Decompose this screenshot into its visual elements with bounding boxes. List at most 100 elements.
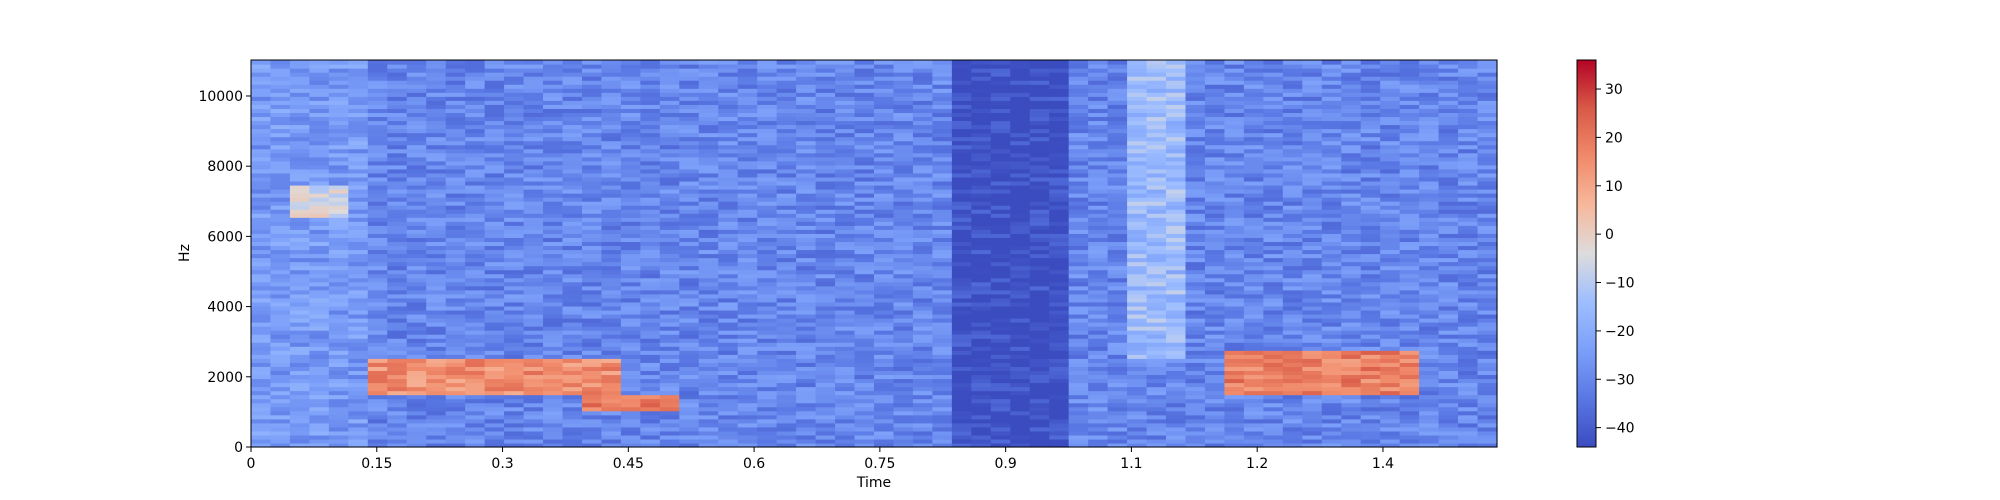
heatmap-cell bbox=[698, 426, 719, 432]
heatmap-cell bbox=[601, 293, 622, 299]
heatmap-cell bbox=[737, 313, 758, 319]
heatmap-cell bbox=[815, 338, 836, 343]
heatmap-cell bbox=[679, 209, 700, 214]
heatmap-cell bbox=[698, 128, 719, 134]
heatmap-cell bbox=[620, 189, 641, 194]
heatmap-cell bbox=[1166, 326, 1187, 331]
heatmap-cell bbox=[562, 261, 583, 267]
heatmap-cell bbox=[932, 414, 953, 420]
heatmap-cell bbox=[328, 390, 349, 396]
heatmap-cell bbox=[951, 249, 972, 255]
heatmap-cell bbox=[1224, 237, 1245, 243]
heatmap-cell bbox=[445, 164, 466, 170]
heatmap-cell bbox=[893, 96, 914, 101]
heatmap-cell bbox=[698, 269, 719, 275]
heatmap-cell bbox=[406, 197, 427, 202]
heatmap-cell bbox=[523, 84, 544, 89]
heatmap-cell bbox=[504, 378, 525, 384]
heatmap-cell bbox=[796, 132, 817, 138]
heatmap-cell bbox=[562, 338, 583, 343]
heatmap-cell bbox=[445, 430, 466, 436]
heatmap-cell bbox=[465, 305, 486, 311]
heatmap-cell bbox=[1127, 68, 1148, 73]
heatmap-cell bbox=[445, 342, 466, 347]
heatmap-cell bbox=[465, 100, 486, 105]
heatmap-cell bbox=[620, 112, 641, 118]
heatmap-cell bbox=[309, 350, 330, 355]
heatmap-cell bbox=[796, 338, 817, 343]
heatmap-cell bbox=[445, 350, 466, 355]
heatmap-cell bbox=[835, 273, 856, 279]
heatmap-cell bbox=[815, 289, 836, 295]
heatmap-cell bbox=[640, 120, 661, 126]
heatmap-cell bbox=[504, 277, 525, 283]
heatmap-cell bbox=[1107, 168, 1128, 174]
heatmap-cell bbox=[1049, 64, 1070, 69]
heatmap-cell bbox=[1088, 402, 1109, 408]
heatmap-cell bbox=[1204, 261, 1226, 267]
heatmap-cell bbox=[1146, 80, 1167, 85]
heatmap-cell bbox=[796, 362, 817, 367]
heatmap-cell bbox=[543, 249, 564, 255]
heatmap-cell bbox=[932, 261, 953, 267]
heatmap-cell bbox=[1049, 430, 1070, 436]
heatmap-cell bbox=[348, 213, 369, 218]
heatmap-cell bbox=[951, 374, 972, 380]
heatmap-cell bbox=[951, 160, 972, 166]
heatmap-cell bbox=[426, 354, 447, 359]
heatmap-cell bbox=[1204, 164, 1226, 170]
heatmap-cell bbox=[1088, 64, 1109, 69]
heatmap-cell bbox=[601, 221, 622, 226]
heatmap-cell bbox=[387, 84, 408, 89]
heatmap-cell bbox=[484, 414, 505, 420]
heatmap-cell bbox=[912, 313, 934, 319]
heatmap-cell bbox=[406, 442, 427, 448]
heatmap-cell bbox=[523, 293, 544, 299]
heatmap-cell bbox=[659, 390, 680, 396]
heatmap-cell bbox=[601, 112, 622, 118]
heatmap-cell bbox=[562, 68, 583, 73]
heatmap-cell bbox=[270, 374, 291, 380]
heatmap-cell bbox=[562, 184, 583, 190]
heatmap-cell bbox=[445, 414, 466, 420]
heatmap-cell bbox=[1068, 350, 1089, 355]
heatmap-cell bbox=[796, 193, 817, 198]
heatmap-cell bbox=[1243, 406, 1264, 412]
heatmap-cell bbox=[912, 285, 934, 291]
heatmap-cell bbox=[1107, 370, 1128, 376]
heatmap-cell bbox=[1185, 176, 1206, 182]
heatmap-cell bbox=[737, 96, 758, 101]
heatmap-cell bbox=[796, 269, 817, 275]
heatmap-cell bbox=[426, 108, 447, 114]
heatmap-cell bbox=[659, 124, 680, 130]
heatmap-cell bbox=[854, 205, 875, 210]
heatmap-cell bbox=[854, 261, 875, 267]
heatmap-cell bbox=[1029, 362, 1050, 367]
heatmap-cell bbox=[543, 140, 564, 146]
heatmap-cell bbox=[445, 281, 466, 287]
heatmap-cell bbox=[406, 221, 427, 226]
heatmap-cell bbox=[932, 241, 953, 247]
heatmap-cell bbox=[835, 84, 856, 89]
heatmap-cell bbox=[854, 160, 875, 166]
heatmap-cell bbox=[679, 128, 700, 134]
heatmap-cell bbox=[893, 406, 914, 412]
heatmap-cell bbox=[251, 148, 272, 154]
heatmap-cell bbox=[874, 213, 895, 218]
heatmap-cell bbox=[581, 92, 603, 97]
heatmap-cell bbox=[1029, 414, 1050, 420]
heatmap-cell bbox=[971, 189, 992, 194]
heatmap-cell bbox=[912, 346, 934, 351]
heatmap-cell bbox=[990, 297, 1011, 303]
heatmap-cell bbox=[270, 289, 291, 295]
heatmap-cell bbox=[1224, 442, 1245, 448]
heatmap-cell bbox=[1243, 64, 1264, 69]
heatmap-cell bbox=[367, 354, 388, 359]
heatmap-cell bbox=[1146, 116, 1167, 122]
heatmap-cell bbox=[912, 148, 934, 154]
heatmap-cell bbox=[309, 422, 330, 428]
heatmap-cell bbox=[893, 184, 914, 190]
heatmap-cell bbox=[1088, 253, 1109, 259]
heatmap-cell bbox=[601, 338, 622, 343]
heatmap-cell bbox=[309, 382, 330, 388]
